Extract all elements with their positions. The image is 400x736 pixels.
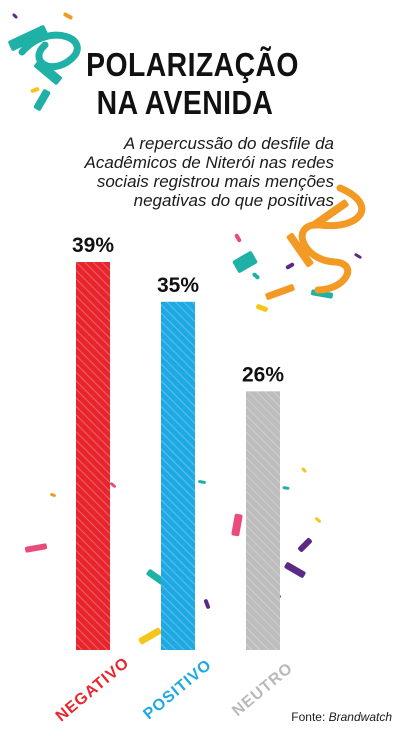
streamer <box>298 184 366 294</box>
value-label: 39% <box>72 234 114 257</box>
confetti-piece <box>256 304 268 312</box>
confetti-piece <box>198 480 206 484</box>
confetti-piece <box>50 493 56 497</box>
chart-title: POLARIZAÇÃO NA AVENIDA <box>86 46 298 122</box>
bars <box>76 262 280 650</box>
streamer <box>18 31 81 71</box>
confetti-piece <box>282 486 290 490</box>
category-label: NEUTRO <box>229 660 296 720</box>
confetti-piece <box>301 467 307 473</box>
confetti-piece <box>354 253 362 259</box>
bar-hatch <box>161 301 195 650</box>
confetti-piece <box>265 284 295 300</box>
confetti-piece <box>138 627 162 645</box>
bar-hatch <box>76 262 110 650</box>
confetti-piece <box>110 482 116 488</box>
confetti-piece <box>63 12 73 20</box>
title-line-2: NA AVENIDA <box>96 84 274 121</box>
category-label: NEGATIVO <box>53 654 133 725</box>
value-label: 26% <box>242 363 284 386</box>
confetti-decoration <box>8 12 366 645</box>
bar-hatch <box>246 391 280 650</box>
title-line-1: POLARIZAÇÃO <box>86 46 299 83</box>
confetti-piece <box>298 538 312 552</box>
confetti-piece <box>203 599 211 609</box>
chart-subtitle: A repercussão do desfile da Acadêmicos d… <box>84 134 334 210</box>
value-label: 35% <box>157 274 199 297</box>
source-note: Fonte: Brandwatch <box>291 710 392 724</box>
source-prefix: Fonte: <box>291 710 329 724</box>
confetti-piece <box>8 25 48 51</box>
confetti-piece <box>315 517 321 523</box>
category-label: POSITIVO <box>140 656 215 723</box>
confetti-piece <box>24 543 48 553</box>
confetti-piece <box>252 272 260 280</box>
confetti-piece <box>311 199 349 229</box>
confetti-piece <box>30 87 40 93</box>
confetti-piece <box>285 262 295 270</box>
source-name: Brandwatch <box>328 710 392 724</box>
confetti-piece <box>234 233 242 243</box>
confetti-piece <box>12 13 18 19</box>
confetti-piece <box>231 513 243 537</box>
confetti-piece <box>284 562 306 578</box>
confetti-piece <box>286 232 314 268</box>
confetti-piece <box>232 251 258 273</box>
confetti-piece <box>33 89 51 111</box>
